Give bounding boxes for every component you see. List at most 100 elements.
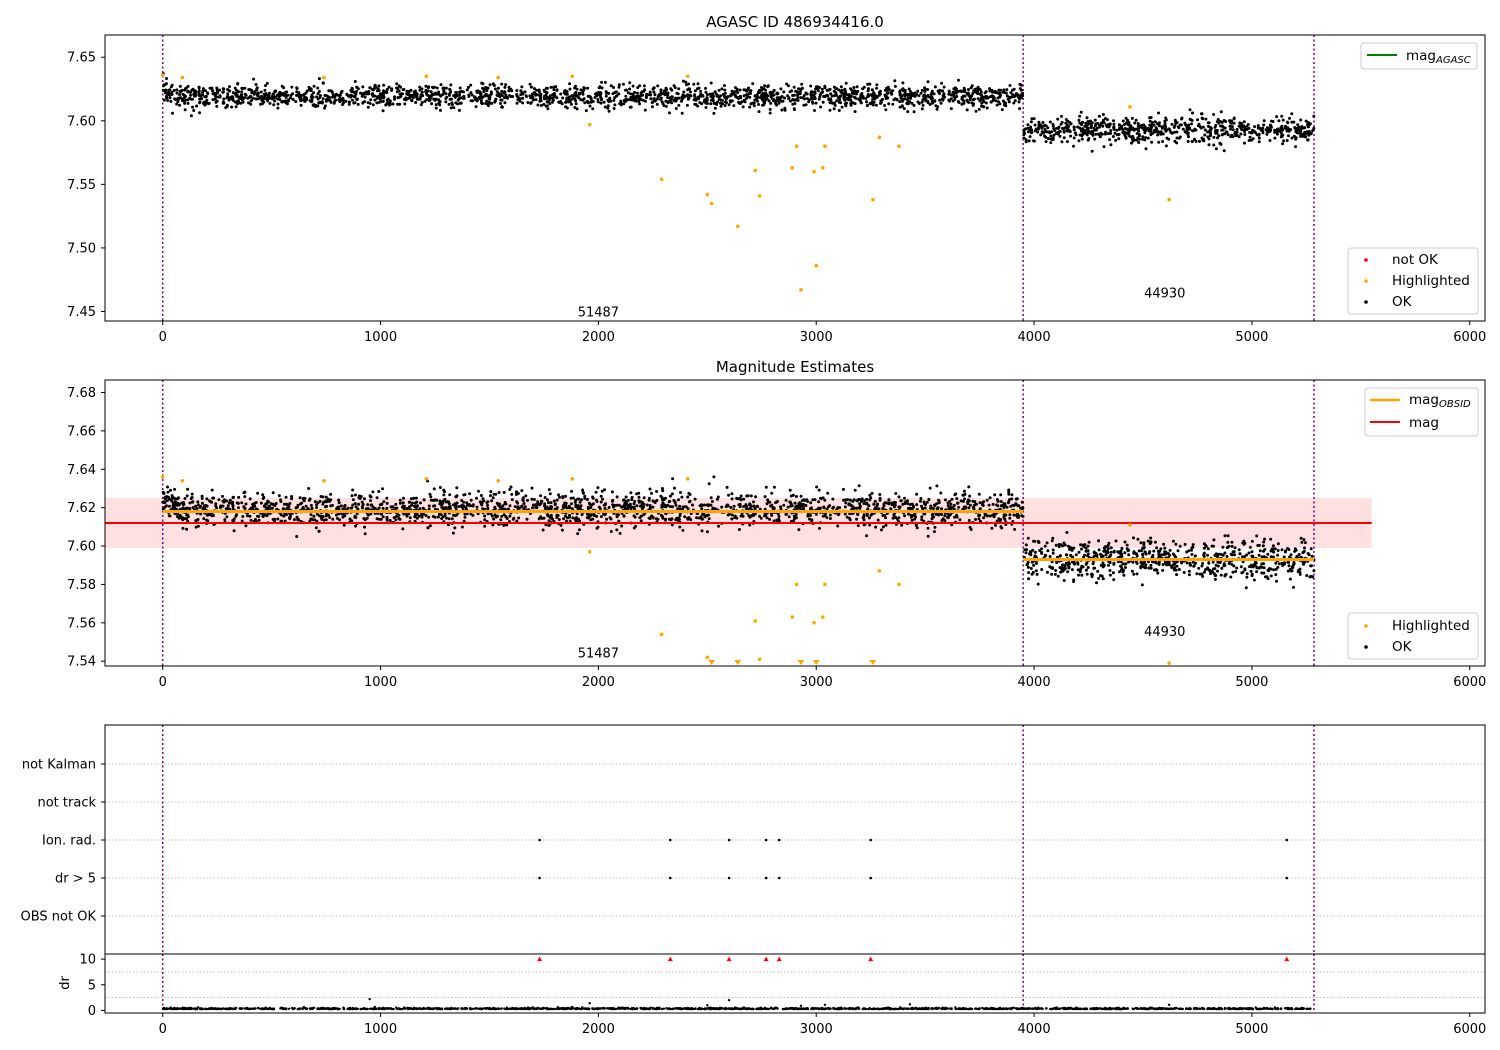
ok-point [894,515,897,519]
ok-point [1268,129,1272,133]
ok-point [842,94,846,98]
ok-point [709,496,713,500]
ok-point [1043,128,1047,131]
ok-point [349,506,353,510]
ok-point [1186,127,1190,131]
ok-point [927,498,931,501]
ok-point [564,105,568,109]
ok-point [376,87,380,91]
ok-point [712,475,716,479]
ok-point [265,506,269,510]
highlighted-point [659,177,664,182]
ok-point [337,507,341,511]
ok-point [551,100,554,104]
ok-point [520,90,524,94]
ok-point [1198,139,1201,143]
ok-point [460,499,464,502]
ok-point [173,497,177,501]
ok-point [799,96,803,100]
ok-point [261,515,265,518]
ok-point [1248,135,1252,139]
ok-point [432,487,436,491]
ok-point [1016,93,1020,96]
ok-point [1272,550,1276,554]
ok-point [844,81,848,85]
ok-point [561,96,565,100]
ok-point [1064,125,1068,129]
ok-point [994,91,997,94]
ok-point [985,498,989,502]
ok-point [265,81,269,85]
ok-point [660,487,664,490]
ok-point [458,90,462,94]
ok-point [177,97,181,101]
ok-point [970,101,974,105]
ok-point [779,87,783,91]
ok-point [1259,128,1263,132]
ok-point [1223,132,1227,136]
ok-point [579,504,583,508]
ok-point [1028,135,1032,139]
ok-point [970,94,974,98]
ok-point [1013,527,1017,531]
ok-point [617,83,621,87]
ok-point [360,505,364,509]
ok-point [929,97,933,100]
ok-point [611,499,614,503]
ok-point [1085,561,1089,565]
ok-point [732,92,736,96]
ok-point [541,528,545,532]
ok-point [961,499,965,503]
ok-point [982,500,986,504]
ok-point [1005,505,1009,509]
ok-point [413,504,416,508]
ok-point [680,495,684,499]
ok-point [851,499,855,503]
ok-point [809,93,813,97]
ok-point [1222,149,1226,153]
ok-point [1212,135,1216,139]
ok-point [1149,566,1153,570]
ok-point [310,98,314,102]
ok-point [315,95,319,99]
ok-point [1094,132,1098,136]
ok-point [613,103,617,107]
ok-point [784,513,788,516]
ok-point [673,86,677,90]
ok-point [828,101,832,105]
ok-point [531,96,535,100]
ok-point [353,514,357,518]
ok-point [171,111,174,115]
ok-point [338,93,342,97]
ok-point [1219,124,1222,128]
ok-point [813,109,816,112]
ok-point [759,516,763,520]
ok-point [618,531,622,535]
ok-point [802,94,806,97]
ok-point [1007,488,1011,492]
ok-point [669,518,673,522]
ok-point [565,97,568,101]
ok-point [1245,124,1249,128]
ok-point [1030,117,1034,121]
ok-point [490,499,494,503]
ok-point [368,86,372,90]
ok-point [205,513,209,517]
ok-point [355,98,359,102]
ok-point [507,85,511,89]
ok-point [967,485,971,489]
ok-point [682,90,686,94]
ok-point [508,514,512,518]
ok-point [769,504,772,508]
ok-point [940,81,944,85]
ok-point [317,529,321,533]
ok-point [769,101,773,105]
ok-point [344,99,348,103]
ok-point [1296,123,1300,127]
ok-point [489,494,492,498]
ok-point [939,491,943,495]
ok-point [201,89,205,93]
ok-point [875,83,879,87]
ok-point [1109,129,1113,133]
ok-point [546,107,550,111]
